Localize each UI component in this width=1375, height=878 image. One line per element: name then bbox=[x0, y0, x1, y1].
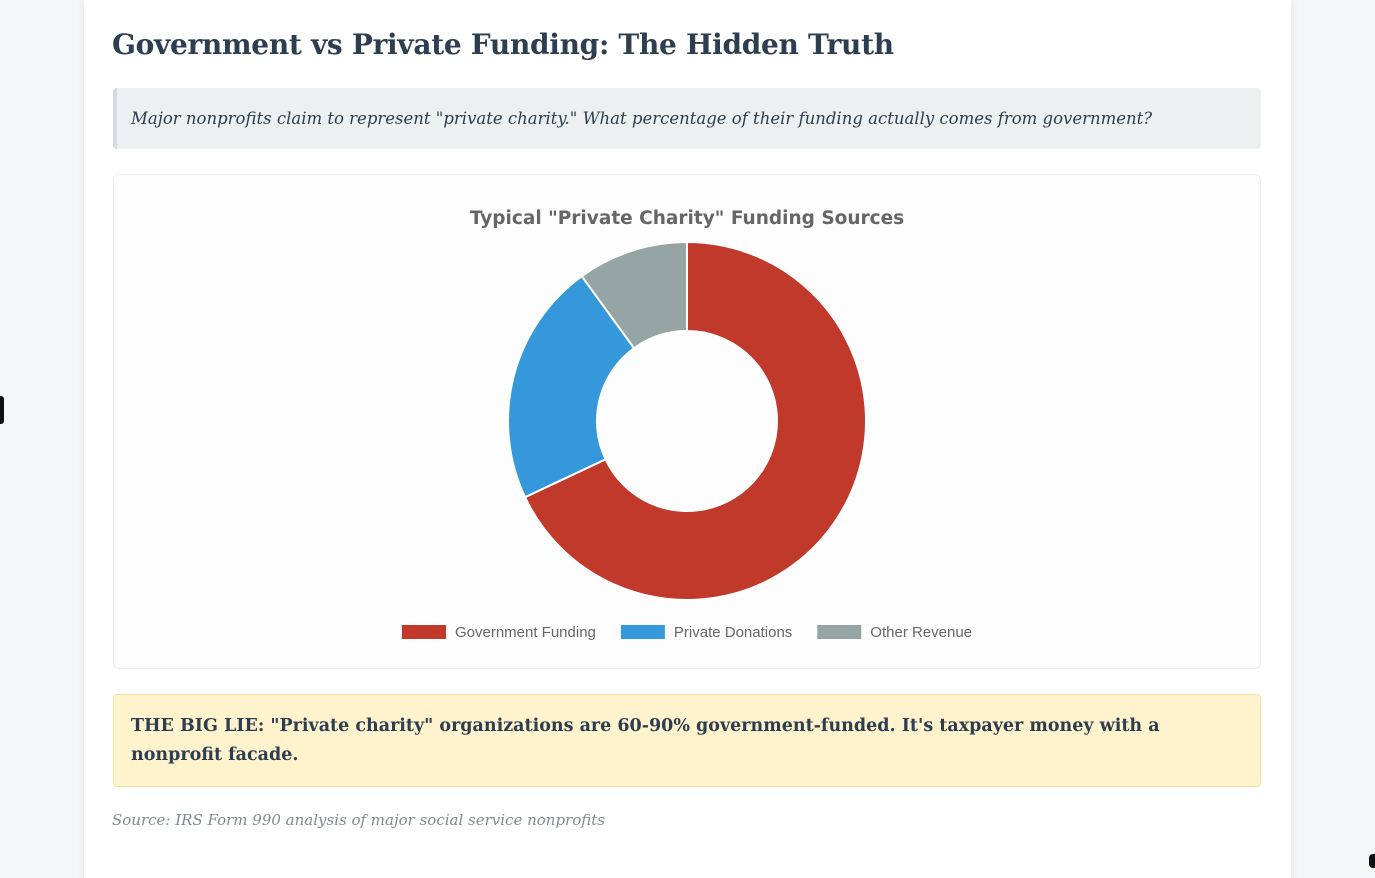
legend-item-other-revenue[interactable]: Other Revenue bbox=[817, 624, 972, 641]
slice-other-revenue[interactable] bbox=[580, 240, 688, 350]
legend-swatch bbox=[620, 625, 665, 639]
source-note: Source: IRS Form 990 analysis of major s… bbox=[112, 811, 605, 829]
legend-label: Private Donations bbox=[674, 624, 792, 641]
legend-label: Other Revenue bbox=[870, 624, 972, 641]
page-title: Government vs Private Funding: The Hidde… bbox=[112, 28, 894, 61]
content-card: Government vs Private Funding: The Hidde… bbox=[84, 0, 1291, 878]
window-edge-corner bbox=[1369, 854, 1375, 868]
legend-swatch bbox=[401, 625, 446, 639]
intro-box: Major nonprofits claim to represent "pri… bbox=[113, 88, 1261, 149]
chart-legend: Government Funding Private Donations Other… bbox=[401, 624, 972, 641]
chart-title: Typical "Private Charity" Funding Source… bbox=[470, 208, 904, 229]
slice-government-funding[interactable] bbox=[523, 240, 867, 601]
chart-slices bbox=[507, 240, 867, 601]
window-edge-tab bbox=[0, 396, 4, 424]
big-lie-callout: THE BIG LIE: "Private charity" organizat… bbox=[113, 694, 1261, 787]
doughnut-chart: Typical "Private Charity" Funding Source… bbox=[401, 208, 972, 641]
legend-swatch bbox=[817, 625, 862, 639]
legend-label: Government Funding bbox=[455, 624, 596, 641]
intro-text: Major nonprofits claim to represent "pri… bbox=[131, 109, 1153, 128]
chart-panel: Typical "Private Charity" Funding Source… bbox=[113, 174, 1261, 669]
slice-private-donations[interactable] bbox=[507, 274, 636, 499]
callout-text: THE BIG LIE: "Private charity" organizat… bbox=[131, 716, 1160, 765]
legend-item-government-funding[interactable]: Government Funding bbox=[401, 624, 596, 641]
legend-item-private-donations[interactable]: Private Donations bbox=[620, 624, 792, 641]
